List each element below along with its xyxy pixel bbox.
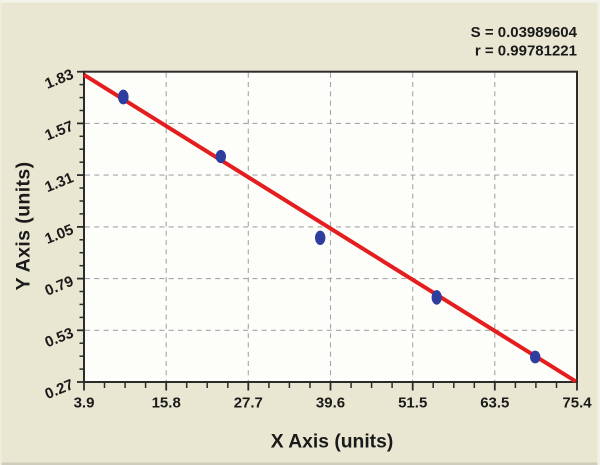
svg-text:S = 0.03989604: S = 0.03989604	[471, 24, 578, 41]
svg-text:63.5: 63.5	[480, 395, 509, 412]
svg-text:27.7: 27.7	[234, 395, 263, 412]
svg-text:3.9: 3.9	[74, 395, 95, 412]
svg-text:15.8: 15.8	[152, 395, 181, 412]
svg-text:39.6: 39.6	[316, 395, 345, 412]
svg-text:51.5: 51.5	[398, 395, 427, 412]
svg-text:r = 0.99781221: r = 0.99781221	[475, 42, 577, 59]
svg-text:X Axis (units): X Axis (units)	[271, 432, 394, 453]
svg-text:Y Axis (units): Y Axis (units)	[12, 161, 34, 290]
svg-text:75.4: 75.4	[562, 395, 592, 412]
